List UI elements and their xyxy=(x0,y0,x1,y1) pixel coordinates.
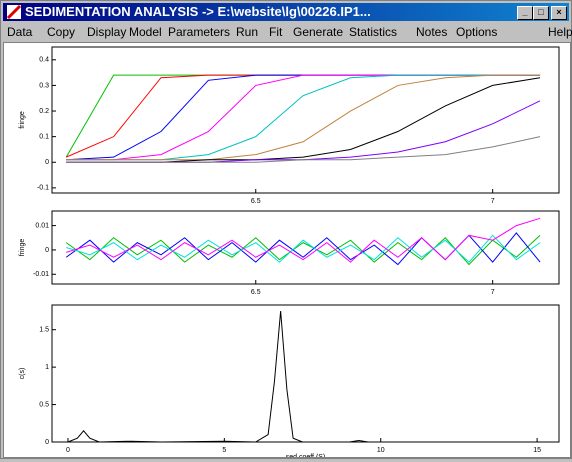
axes-frame xyxy=(51,210,560,285)
y-tick-label: 0.1 xyxy=(39,133,49,140)
menu-item[interactable]: Help xyxy=(548,25,572,39)
data-line xyxy=(66,136,541,163)
y-tick-label: 0.5 xyxy=(39,401,49,408)
y-axis-label: c(s) xyxy=(19,368,26,380)
data-line xyxy=(66,100,541,163)
menu-item[interactable]: Statistics xyxy=(349,25,398,39)
maximize-button[interactable]: □ xyxy=(533,6,549,20)
plot-area: -0.1 0 0.1 0.2 0.3 0.4 6.5 7 fringe -0.01 0 0.01 6.5… xyxy=(3,42,571,461)
y-tick-label: 1 xyxy=(45,364,49,371)
data-line xyxy=(66,74,541,161)
y-tick-label: 1.5 xyxy=(39,327,49,334)
menu-item[interactable]: Notes xyxy=(416,25,448,39)
menu-item[interactable]: Generate xyxy=(293,25,344,39)
menu-item[interactable]: Copy xyxy=(47,25,76,39)
data-line xyxy=(66,74,541,161)
menu-item[interactable]: Display xyxy=(87,25,127,39)
menu-item[interactable]: Run xyxy=(236,25,259,39)
x-tick-label: 0 xyxy=(66,447,70,454)
y-tick-label: 0.4 xyxy=(39,57,49,64)
plots: -0.1 0 0.1 0.2 0.3 0.4 6.5 7 fringe -0.01 0 0.01 6.5… xyxy=(19,46,560,461)
x-tick-label: 7 xyxy=(491,198,495,205)
x-tick-label: 6.5 xyxy=(251,198,261,205)
x-tick-label: 6.5 xyxy=(251,289,261,296)
y-tick-label: 0 xyxy=(45,439,49,446)
y-tick-label: 0 xyxy=(45,159,49,166)
data-line xyxy=(66,74,541,161)
y-tick-label: 0.01 xyxy=(35,222,49,229)
y-tick-label: -0.01 xyxy=(33,271,49,278)
axes-frame xyxy=(51,304,560,443)
x-tick-label: 15 xyxy=(533,447,541,454)
y-axis-label: fringe xyxy=(19,239,26,257)
close-button[interactable]: × xyxy=(551,6,567,20)
y-tick-label: 0.2 xyxy=(39,108,49,115)
data-line xyxy=(67,310,538,443)
data-line xyxy=(66,77,541,163)
data-line xyxy=(66,217,541,263)
menu-item[interactable]: Data xyxy=(7,25,33,39)
y-axis-label: fringe xyxy=(19,111,26,129)
window-title: SEDIMENTATION ANALYSIS -> E:\website\lg\… xyxy=(25,4,371,19)
menu-bar: Data Copy Display Model Parameters Run Fit Gene… xyxy=(3,23,572,41)
app-icon xyxy=(6,4,22,20)
menu-item[interactable]: Parameters xyxy=(168,25,231,39)
x-tick-label: 10 xyxy=(377,447,385,454)
x-tick-label: 7 xyxy=(491,289,495,296)
menu-item[interactable]: Options xyxy=(456,25,498,39)
y-tick-label: 0.3 xyxy=(39,82,49,89)
x-tick-label: 5 xyxy=(222,447,226,454)
data-line xyxy=(66,74,541,161)
minimize-button[interactable]: _ xyxy=(517,6,533,20)
axes-frame xyxy=(51,46,560,194)
title-bar: SEDIMENTATION ANALYSIS -> E:\website\lg\… xyxy=(3,3,569,21)
x-axis-label: sed coeff (S) xyxy=(286,454,326,457)
y-tick-label: -0.1 xyxy=(37,185,49,192)
data-line xyxy=(66,234,541,263)
menu-item[interactable]: Fit xyxy=(269,25,283,39)
y-tick-label: 0 xyxy=(45,247,49,254)
menu-item[interactable]: Model xyxy=(129,25,162,39)
